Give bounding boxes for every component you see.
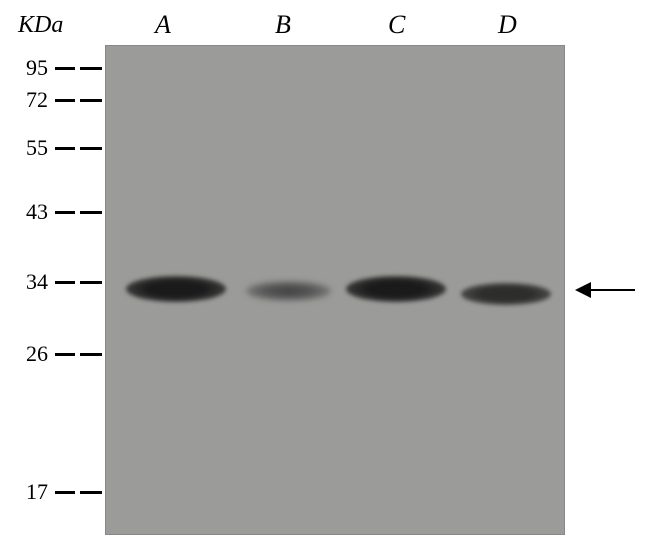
unit-label: KDa <box>18 12 63 39</box>
mw-tick <box>55 281 75 284</box>
mw-label: 43 <box>18 199 48 225</box>
mw-tick <box>80 99 102 102</box>
target-arrow-head-icon <box>575 282 591 298</box>
mw-tick <box>80 147 102 150</box>
band-lane-d <box>461 283 551 305</box>
mw-tick <box>80 281 102 284</box>
mw-tick <box>55 491 75 494</box>
mw-tick <box>55 67 75 70</box>
target-arrow-line <box>590 289 635 291</box>
mw-tick <box>80 491 102 494</box>
mw-tick <box>80 353 102 356</box>
blot-membrane <box>105 45 565 535</box>
mw-label: 72 <box>18 87 48 113</box>
western-blot-figure: KDa A B C D 95 72 55 43 34 26 17 <box>0 0 650 555</box>
mw-tick <box>80 67 102 70</box>
mw-tick <box>55 99 75 102</box>
band-lane-a <box>126 276 226 302</box>
lane-label-a: A <box>155 10 171 40</box>
mw-tick <box>55 147 75 150</box>
lane-label-b: B <box>275 10 291 40</box>
mw-label: 26 <box>18 341 48 367</box>
mw-label: 55 <box>18 135 48 161</box>
mw-tick <box>55 211 75 214</box>
mw-label: 17 <box>18 479 48 505</box>
mw-tick <box>80 211 102 214</box>
band-lane-b <box>246 281 331 301</box>
mw-label: 95 <box>18 55 48 81</box>
band-lane-c <box>346 276 446 302</box>
mw-label: 34 <box>18 269 48 295</box>
lane-label-d: D <box>498 10 517 40</box>
lane-label-c: C <box>388 10 405 40</box>
mw-tick <box>55 353 75 356</box>
